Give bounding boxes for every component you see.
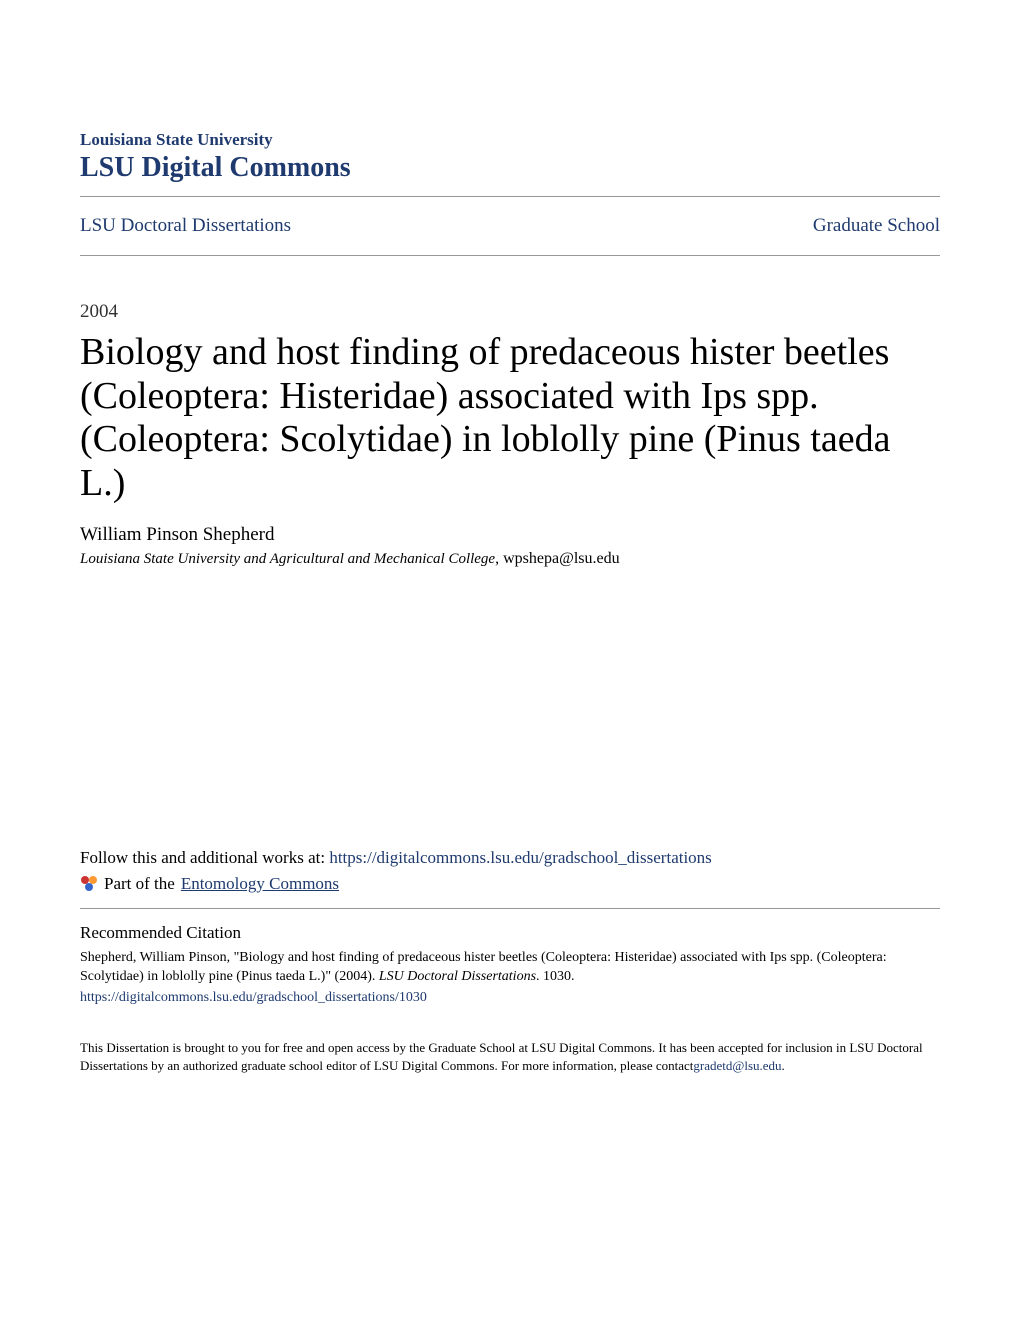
- affiliation-text: Louisiana State University and Agricultu…: [80, 551, 495, 567]
- author-affiliation: Louisiana State University and Agricultu…: [80, 550, 940, 568]
- author-email: wpshepa@lsu.edu: [503, 550, 620, 567]
- follow-link[interactable]: https://digitalcommons.lsu.edu/gradschoo…: [329, 848, 711, 867]
- header-repository[interactable]: LSU Digital Commons: [80, 152, 940, 184]
- citation-italic: LSU Doctoral Dissertations: [379, 969, 536, 984]
- disclaimer-text1: This Dissertation is brought to you for …: [80, 1040, 923, 1073]
- follow-prefix: Follow this and additional works at:: [80, 848, 329, 867]
- divider-nav: [80, 255, 940, 256]
- author-name: William Pinson Shepherd: [80, 524, 940, 546]
- follow-line: Follow this and additional works at: htt…: [80, 848, 940, 868]
- part-of-prefix: Part of the: [104, 874, 175, 894]
- year: 2004: [80, 301, 940, 323]
- content-spacer: [80, 568, 940, 848]
- document-title: Biology and host finding of predaceous h…: [80, 331, 940, 506]
- network-icon: [80, 875, 98, 893]
- disclaimer-text2: .: [782, 1058, 785, 1073]
- citation-text: Shepherd, William Pinson, "Biology and h…: [80, 949, 940, 1008]
- part-of-row: Part of the Entomology Commons: [80, 874, 940, 894]
- divider-citation: [80, 908, 940, 909]
- citation-heading: Recommended Citation: [80, 923, 940, 943]
- disclaimer-link[interactable]: gradetd@lsu.edu: [693, 1058, 781, 1073]
- disclaimer: This Dissertation is brought to you for …: [80, 1039, 940, 1074]
- nav-row: LSU Doctoral Dissertations Graduate Scho…: [80, 197, 940, 255]
- nav-left-link[interactable]: LSU Doctoral Dissertations: [80, 215, 291, 237]
- affiliation-separator: ,: [495, 550, 503, 567]
- citation-url[interactable]: https://digitalcommons.lsu.edu/gradschoo…: [80, 989, 940, 1008]
- commons-link[interactable]: Entomology Commons: [181, 874, 339, 894]
- nav-right-link[interactable]: Graduate School: [813, 215, 940, 237]
- header-institution: Louisiana State University: [80, 130, 940, 150]
- citation-part2: . 1030.: [536, 969, 575, 984]
